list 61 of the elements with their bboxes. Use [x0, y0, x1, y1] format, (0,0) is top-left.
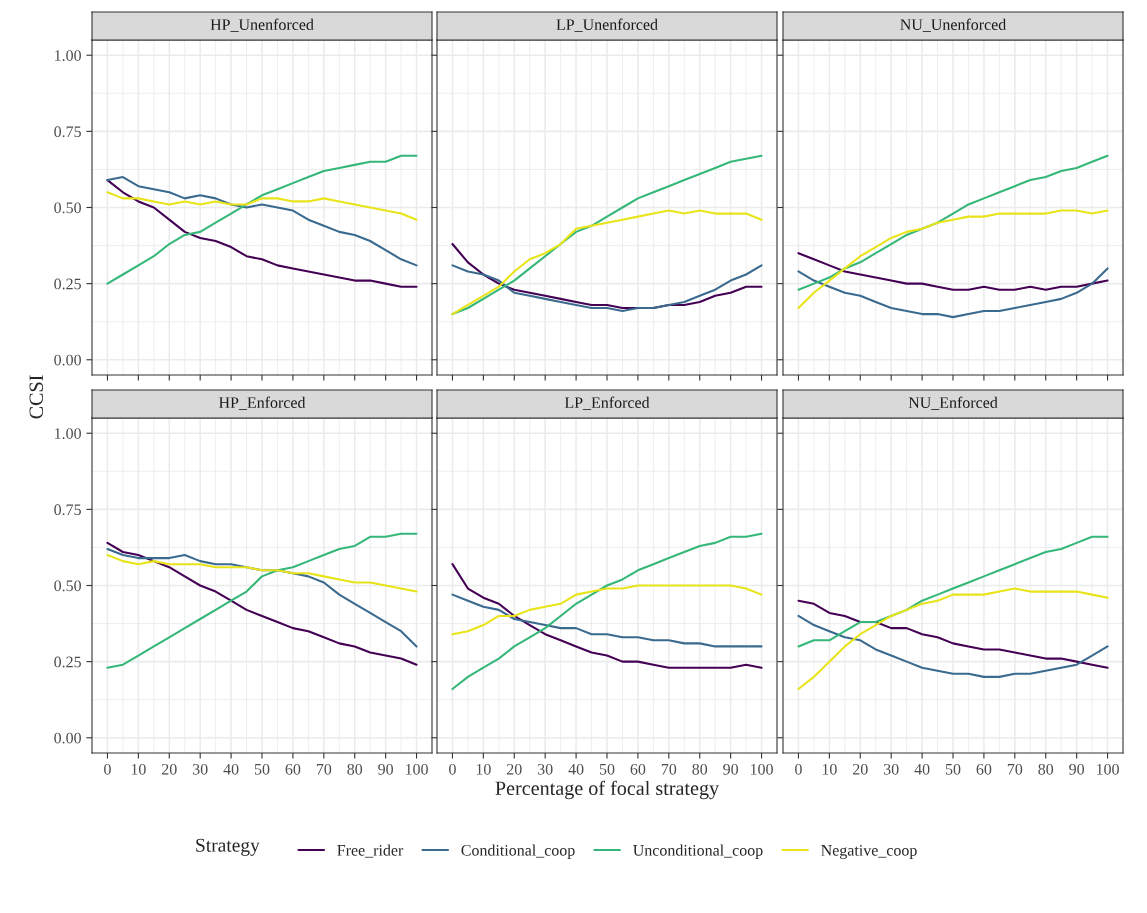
x-tick-label: 30 — [192, 763, 208, 775]
y-tick-label: 0.75 — [54, 504, 81, 516]
legend-label: Unconditional_coop — [633, 844, 763, 859]
line-series — [106, 154, 418, 285]
y-tick-label: 0.00 — [54, 732, 81, 744]
x-axis-title: Percentage of focal strategy — [495, 780, 720, 800]
chart-title: HP_Unenforced — [210, 18, 314, 32]
x-tick-label: 10 — [822, 763, 837, 775]
x-tick-label: 80 — [1038, 763, 1054, 775]
y-tick-label: 0.50 — [54, 580, 81, 592]
line-series — [106, 179, 418, 288]
x-tick-label: 50 — [254, 763, 270, 775]
line-series — [106, 176, 418, 267]
y-tick-label: 1.00 — [55, 50, 81, 61]
x-tick-label: 20 — [852, 763, 868, 775]
x-tick-label: 70 — [1007, 763, 1023, 775]
y-axis-title: CCSI — [29, 375, 44, 419]
chart-title: LP_Enforced — [564, 396, 650, 410]
x-tick-label: 0 — [449, 763, 456, 775]
y-tick-label: 0.25 — [54, 278, 81, 290]
x-tick-label: 70 — [661, 763, 677, 775]
x-tick-label: 100 — [1096, 763, 1119, 775]
x-tick-label: 90 — [378, 763, 394, 775]
y-tick-label: 0.75 — [54, 126, 81, 138]
legend-label: Conditional_coop — [461, 844, 575, 859]
y-tick-label: 0.50 — [54, 202, 81, 214]
x-tick-label: 40 — [914, 763, 930, 775]
x-tick-label: 40 — [223, 763, 239, 775]
x-tick-label: 30 — [537, 763, 553, 775]
x-tick-label: 80 — [692, 763, 708, 775]
chart-title: NU_Unenforced — [900, 18, 1007, 32]
x-tick-label: 90 — [723, 763, 739, 775]
x-tick-label: 40 — [568, 763, 584, 775]
line-series — [106, 554, 418, 593]
x-tick-label: 100 — [405, 763, 428, 775]
y-tick-label: 0.25 — [54, 656, 81, 668]
line-series — [106, 191, 418, 221]
x-tick-label: 100 — [750, 763, 773, 775]
x-tick-label: 60 — [976, 763, 992, 775]
x-tick-label: 0 — [104, 763, 111, 775]
x-tick-label: 60 — [285, 763, 301, 775]
x-tick-label: 20 — [161, 763, 177, 775]
x-tick-label: 70 — [316, 763, 332, 775]
chart-title: LP_Unenforced — [556, 18, 658, 32]
legend-title: Strategy — [196, 838, 260, 856]
x-tick-label: 20 — [506, 763, 522, 775]
x-tick-label: 30 — [883, 763, 899, 775]
x-tick-label: 90 — [1069, 763, 1085, 775]
x-tick-label: 10 — [131, 763, 146, 775]
legend-label: Free_rider — [337, 844, 404, 858]
y-tick-label: 1.00 — [55, 428, 81, 439]
x-tick-label: 60 — [630, 763, 646, 775]
x-tick-label: 10 — [476, 763, 491, 775]
x-tick-label: 80 — [347, 763, 363, 775]
x-tick-label: 50 — [945, 763, 961, 775]
chart-title: HP_Enforced — [218, 396, 306, 410]
chart-title: NU_Enforced — [908, 396, 998, 410]
legend-label: Negative_coop — [821, 844, 917, 859]
x-tick-label: 50 — [599, 763, 615, 775]
y-tick-label: 0.00 — [54, 354, 81, 366]
x-tick-label: 0 — [795, 763, 802, 775]
